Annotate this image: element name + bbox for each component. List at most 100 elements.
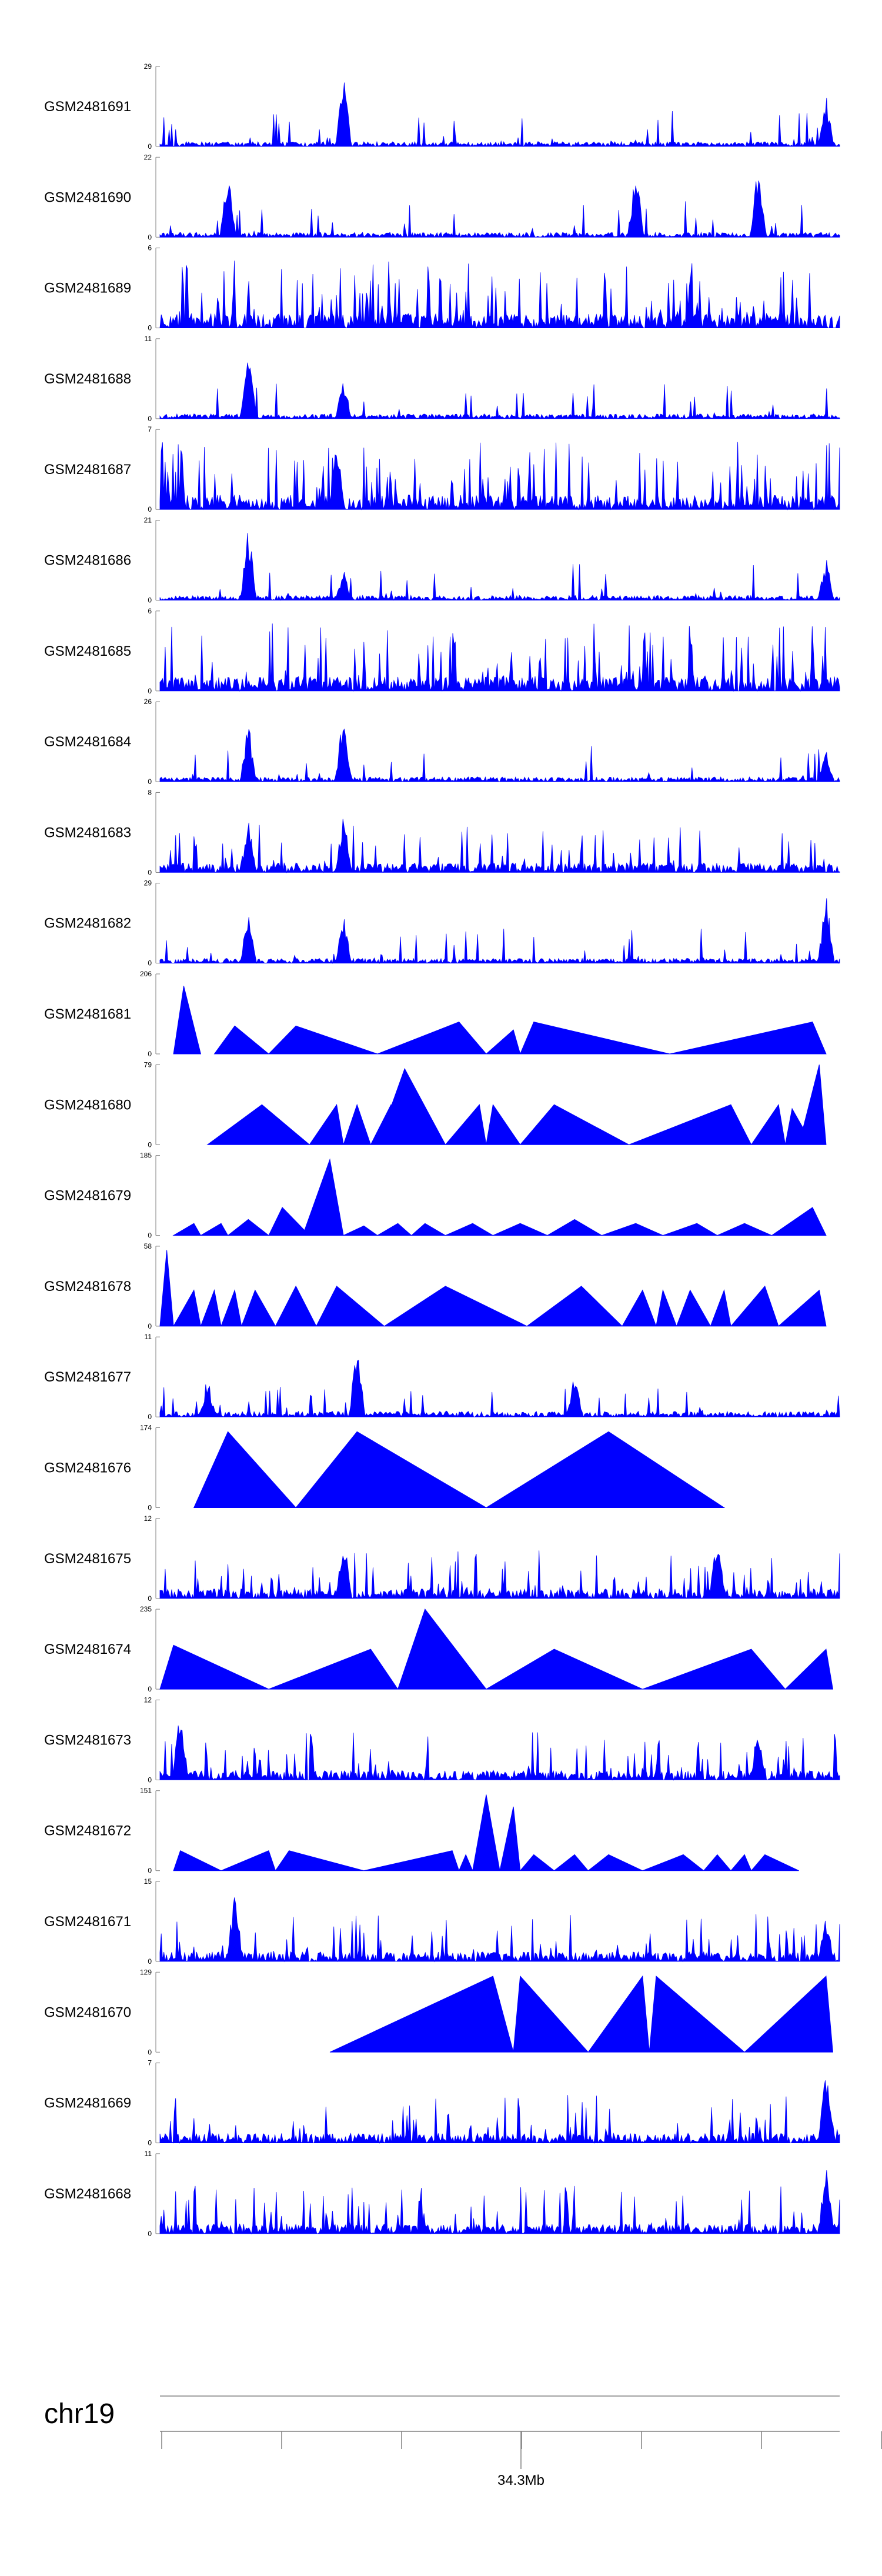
y-max-label: 15 xyxy=(144,1877,152,1886)
y-max-label: 129 xyxy=(140,1968,152,1976)
track-label: GSM2481678 xyxy=(44,1279,131,1294)
signal-area xyxy=(159,1360,840,1418)
track-layer: GSM2481691290GSM2481690220GSM248168960GS… xyxy=(44,62,840,2238)
signal-area xyxy=(159,1725,840,1781)
track-label: GSM2481670 xyxy=(44,2004,131,2020)
y-min-label: 0 xyxy=(148,1776,152,1784)
track-label: GSM2481668 xyxy=(44,2186,131,2202)
track-label: GSM2481690 xyxy=(44,189,131,205)
y-max-label: 206 xyxy=(140,970,152,978)
y-max-label: 29 xyxy=(144,879,152,887)
signal-area xyxy=(159,819,840,873)
track-GSM2481674: GSM2481674 235 0 xyxy=(44,1605,833,1693)
track-GSM2481677: GSM2481677 11 0 xyxy=(44,1333,840,1421)
y-min-label: 0 xyxy=(148,1504,152,1512)
track-label: GSM2481691 xyxy=(44,99,131,115)
y-max-label: 185 xyxy=(140,1152,152,1160)
y-min-label: 0 xyxy=(148,2230,152,2238)
y-max-label: 12 xyxy=(144,1514,152,1523)
y-max-label: 174 xyxy=(140,1424,152,1432)
y-axis: 11 0 xyxy=(145,2150,160,2238)
y-axis: 60 xyxy=(148,607,160,695)
track-GSM2481682: GSM2481682 29 0 xyxy=(44,879,840,967)
signal-area xyxy=(173,1794,799,1871)
signal-area xyxy=(159,1250,827,1327)
track-label: GSM2481677 xyxy=(44,1369,131,1385)
track-GSM2481680: GSM2481680 79 0 xyxy=(44,1060,827,1149)
signal-area xyxy=(159,623,840,692)
track-label: GSM2481669 xyxy=(44,2095,131,2111)
y-axis: 79 0 xyxy=(144,1060,160,1149)
track-GSM2481675: GSM2481675 12 0 xyxy=(44,1514,840,1603)
y-max-label: 11 xyxy=(145,2150,152,2158)
signal-area xyxy=(159,362,840,419)
signal-area xyxy=(159,1550,840,1600)
axis-tick-label: 34.3Mb xyxy=(497,2472,544,2488)
y-axis: 235 0 xyxy=(140,1605,160,1693)
y-max-label: 29 xyxy=(144,62,152,71)
track-label: GSM2481686 xyxy=(44,553,131,569)
y-axis: 29 0 xyxy=(144,879,160,967)
y-min-label: 0 xyxy=(148,687,152,695)
y-max-label: 7 xyxy=(148,2059,152,2067)
track-label: GSM2481689 xyxy=(44,281,131,296)
y-axis: 21 0 xyxy=(144,516,160,605)
track-GSM2481673: GSM2481673 12 0 xyxy=(44,1696,840,1784)
y-max-label: 7 xyxy=(148,425,152,433)
y-min-label: 0 xyxy=(148,596,152,605)
signal-area xyxy=(159,181,840,238)
track-GSM2481668: GSM2481668 11 0 xyxy=(44,2150,840,2238)
track-GSM2481691: GSM2481691 29 0 xyxy=(44,62,840,151)
y-min-label: 0 xyxy=(148,1322,152,1330)
y-min-label: 0 xyxy=(148,1140,152,1149)
y-max-label: 8 xyxy=(148,788,152,796)
y-max-label: 21 xyxy=(144,516,152,525)
track-GSM2481686: GSM2481686 21 0 xyxy=(44,516,840,605)
y-max-label: 6 xyxy=(148,244,152,252)
signal-area xyxy=(159,533,840,601)
y-max-label: 11 xyxy=(145,335,152,343)
y-max-label: 26 xyxy=(144,698,152,706)
y-min-label: 0 xyxy=(148,1685,152,1693)
y-axis: 11 0 xyxy=(145,1333,160,1421)
track-label: GSM2481672 xyxy=(44,1823,131,1839)
y-axis: 80 xyxy=(148,788,160,876)
signal-area xyxy=(193,1431,726,1508)
genome-axis: chr19 34.3Mb xyxy=(44,2395,882,2488)
signal-area xyxy=(206,1065,827,1145)
y-axis: 29 0 xyxy=(144,62,160,151)
signal-area xyxy=(159,2170,840,2235)
y-min-label: 0 xyxy=(148,1413,152,1421)
y-axis: 15 0 xyxy=(144,1877,160,1966)
y-axis: 12 0 xyxy=(144,1696,160,1784)
y-max-label: 12 xyxy=(144,1696,152,1704)
signal-area xyxy=(159,1609,833,1690)
signal-area xyxy=(159,442,840,510)
signal-area xyxy=(159,728,840,783)
y-axis: 26 0 xyxy=(144,698,160,786)
y-min-label: 0 xyxy=(148,1867,152,1875)
track-label: GSM2481675 xyxy=(44,1551,131,1567)
y-axis: 11 0 xyxy=(145,335,160,423)
track-GSM2481678: GSM2481678 58 0 xyxy=(44,1242,827,1330)
y-min-label: 0 xyxy=(148,2139,152,2147)
signal-area xyxy=(159,2080,840,2144)
track-label: GSM2481682 xyxy=(44,916,131,932)
track-label: GSM2481687 xyxy=(44,462,131,478)
signal-area xyxy=(159,1897,840,1963)
track-GSM2481684: GSM2481684 26 0 xyxy=(44,698,840,786)
track-GSM2481671: GSM2481671 15 0 xyxy=(44,1877,840,1966)
track-label: GSM2481679 xyxy=(44,1188,131,1204)
